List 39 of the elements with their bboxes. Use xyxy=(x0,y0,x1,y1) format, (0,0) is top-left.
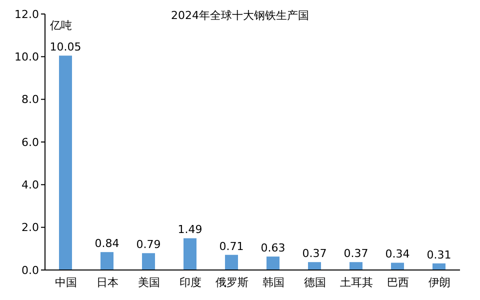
x-tick-label: 德国 xyxy=(304,276,326,289)
bar xyxy=(266,256,280,270)
bar xyxy=(184,238,196,270)
x-tick-label: 俄罗斯 xyxy=(215,276,248,289)
data-label: 0.34 xyxy=(385,248,410,261)
x-tick-label: 印度 xyxy=(179,276,202,289)
x-tick-label: 巴西 xyxy=(386,276,409,289)
y-tick-label: 4.0 xyxy=(22,178,39,192)
data-label: 0.31 xyxy=(426,248,452,262)
y-tick-label: 10.0 xyxy=(14,50,39,64)
y-tick-label: 6.0 xyxy=(22,136,39,149)
y-tick-label: 8.0 xyxy=(22,93,39,106)
data-label: 0.37 xyxy=(344,247,368,260)
data-label: 1.49 xyxy=(178,223,202,236)
bar xyxy=(308,262,321,270)
bar xyxy=(225,254,238,270)
x-tick-label: 伊朗 xyxy=(428,276,450,289)
y-tick-label: 12.0 xyxy=(14,8,39,21)
bar xyxy=(391,262,404,270)
data-label: 0.79 xyxy=(136,238,161,252)
data-label: 0.84 xyxy=(94,237,120,250)
x-tick-label: 土耳其 xyxy=(340,276,373,289)
x-tick-label: 日本 xyxy=(96,276,118,289)
data-label: 0.71 xyxy=(219,240,244,253)
x-tick-label: 韩国 xyxy=(262,276,284,289)
data-label: 0.63 xyxy=(260,242,286,255)
bar xyxy=(432,263,446,270)
data-label: 10.05 xyxy=(50,40,82,54)
chart-title: 2024年全球十大钢铁生产国 xyxy=(171,9,309,22)
bar xyxy=(350,262,362,270)
bar xyxy=(59,56,72,270)
data-label: 0.37 xyxy=(302,247,327,260)
bar xyxy=(100,252,114,270)
x-tick-label: 美国 xyxy=(138,276,160,289)
y-tick-label: 0.0 xyxy=(22,264,39,277)
bar xyxy=(142,253,155,270)
y-tick-label: 2.0 xyxy=(22,221,39,234)
y-axis-title: 亿吨 xyxy=(50,18,72,33)
x-tick-label: 中国 xyxy=(54,276,77,289)
